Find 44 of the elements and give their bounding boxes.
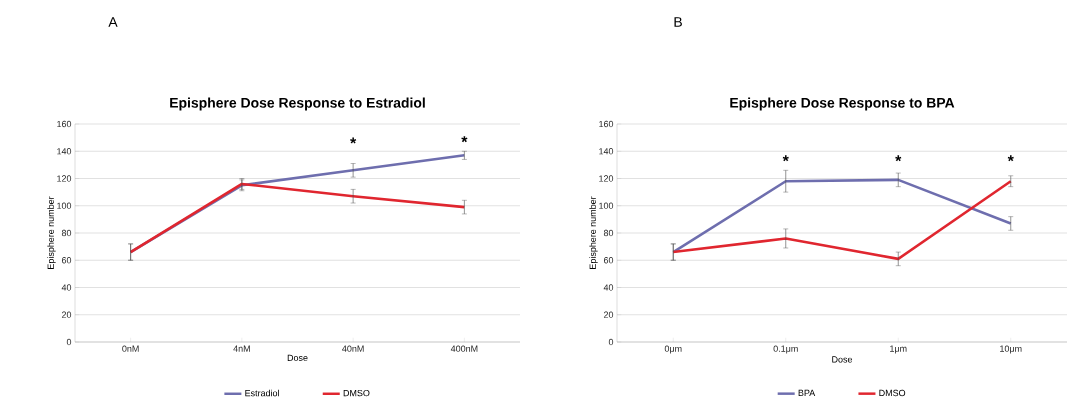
y-tick-label: 80 (61, 229, 72, 237)
line-series (129, 182, 466, 254)
x-tick-label: 0nM (122, 345, 139, 352)
annotation: * (895, 155, 902, 162)
x-tick-label: 1μm (890, 345, 907, 354)
legend-label: DMSO (879, 389, 906, 397)
y-tick-label: 0 (66, 338, 72, 346)
x-tick-label: 0μm (664, 345, 682, 354)
x-tick-label: 0.1μm (773, 345, 798, 354)
x-tick-label: 400nM (450, 345, 478, 352)
x-axis-title: Dose (832, 356, 853, 363)
y-tick-label: 100 (57, 202, 72, 209)
y-tick-label: 120 (57, 175, 72, 182)
y-axis-title: Episphere number (589, 196, 598, 269)
chart-title: Episphere Dose Response to Estradiol (170, 97, 425, 111)
y-tick-label: 80 (603, 229, 614, 237)
y-tick-label: 140 (57, 148, 72, 155)
annotation: * (782, 155, 789, 162)
legend-label: BPA (798, 389, 816, 396)
text: A (108, 17, 118, 27)
y-axis-title: Episphere number (47, 196, 56, 269)
legend-label: DMSO (343, 389, 370, 397)
x-tick-label: 40nM (342, 345, 364, 352)
x-axis-title: Dose (287, 354, 308, 361)
y-tick-label: 100 (599, 202, 614, 209)
x-tick-label: 4nM (233, 345, 250, 352)
y-tick-label: 160 (599, 120, 614, 128)
y-tick-label: 40 (603, 284, 614, 291)
y-tick-label: 40 (61, 284, 72, 291)
legend-label: Estradiol (245, 389, 279, 397)
y-tick-label: 0 (608, 338, 614, 346)
y-tick-label: 60 (603, 257, 614, 264)
text: B (674, 17, 682, 27)
y-tick-label: 160 (57, 120, 72, 128)
y-tick-label: 20 (61, 311, 72, 318)
y-tick-label: 140 (599, 148, 614, 155)
y-tick-label: 120 (599, 175, 614, 182)
chart-title: Episphere Dose Response to BPA (730, 97, 955, 111)
x-tick-label: 10μm (1000, 345, 1022, 354)
annotation: * (461, 136, 468, 143)
y-tick-label: 60 (61, 257, 72, 264)
y-tick-label: 20 (603, 311, 614, 318)
annotation: * (1007, 155, 1014, 162)
annotation: * (350, 137, 357, 144)
